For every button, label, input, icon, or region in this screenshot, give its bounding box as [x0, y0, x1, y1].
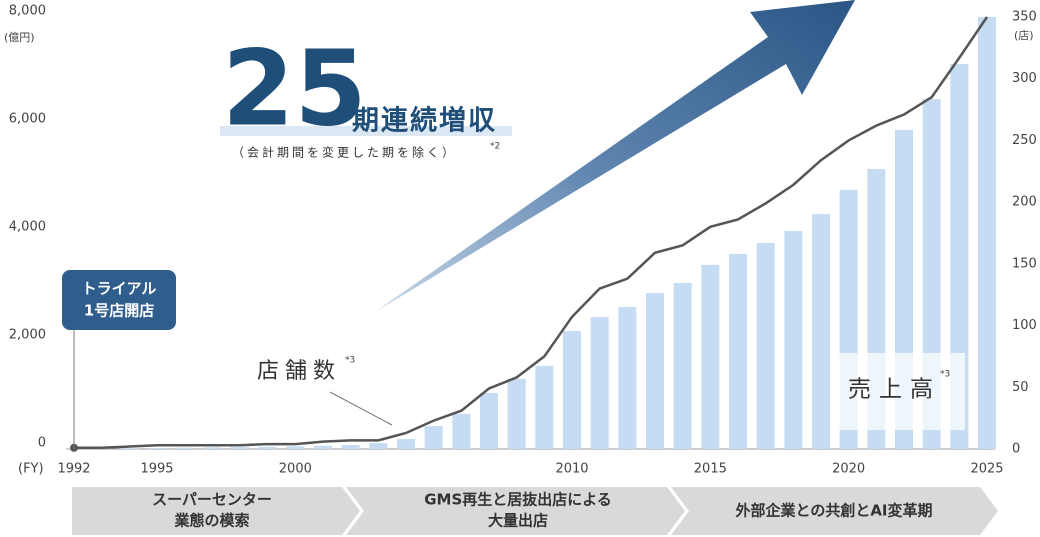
y2-tick-label: 100 — [1012, 318, 1037, 333]
growth-arrow — [375, 0, 855, 312]
stores-label-ref: *3 — [345, 356, 355, 366]
x-tick-label: 2010 — [555, 462, 588, 477]
headline-text: 期連続増収 — [352, 105, 497, 137]
y-unit: (億円) — [4, 31, 35, 44]
bar — [507, 378, 526, 449]
first-store-label: 1号店開店 — [84, 302, 154, 320]
sales-label-ref: *3 — [940, 370, 950, 380]
bar — [175, 447, 194, 449]
y-tick-label: 2,000 — [9, 328, 46, 343]
bar — [756, 242, 775, 449]
y-tick-label: 6,000 — [9, 112, 46, 127]
y-tick-label: 4,000 — [9, 220, 46, 235]
x-tick-label: 1992 — [57, 462, 90, 477]
bar — [978, 17, 996, 449]
first-store-box — [62, 270, 176, 330]
phase-chevron — [346, 487, 685, 535]
phase-label: 大量出店 — [488, 512, 548, 530]
bar — [286, 446, 305, 449]
y2-tick-label: 200 — [1012, 195, 1037, 210]
bar — [452, 413, 471, 449]
bar — [950, 63, 969, 449]
bar — [646, 292, 664, 449]
bar — [120, 448, 139, 449]
y2-tick-label: 150 — [1012, 256, 1037, 271]
x-tick-label: 2025 — [970, 462, 1003, 477]
plot: 0 2,000 4,000 6,000 8,000 0 50 100 150 200 250 300 3… — [9, 4, 1037, 477]
x-tick-label: 2015 — [694, 462, 727, 477]
bar — [480, 392, 498, 449]
x-tick-label: 1995 — [140, 462, 173, 477]
headline-band — [220, 126, 512, 136]
phase-label: 業態の模索 — [173, 512, 249, 530]
stores-label: 店舗数 — [257, 359, 341, 384]
bar — [424, 426, 443, 449]
bar — [673, 282, 692, 449]
store-line — [74, 16, 989, 450]
x-tick-label: 2020 — [832, 462, 865, 477]
bar — [203, 447, 222, 449]
phase-chevron — [72, 487, 360, 535]
y2-tick-label: 250 — [1012, 133, 1037, 148]
phase-chevron — [671, 487, 998, 535]
headline-note-ref: *2 — [490, 142, 500, 152]
bar — [618, 306, 637, 449]
bar — [314, 445, 332, 449]
bar — [563, 331, 581, 449]
headline-note: （会計期間を変更した期を除く） — [232, 145, 457, 160]
bar — [341, 444, 360, 449]
bar — [729, 254, 747, 449]
bar — [812, 214, 830, 449]
y2-tick-label: 50 — [1012, 380, 1029, 395]
bar — [535, 365, 554, 449]
headline-number: 25 — [222, 27, 367, 149]
bar — [258, 446, 277, 449]
y2-tick-label: 350 — [1012, 10, 1037, 25]
y-tick-label: 8,000 — [9, 4, 46, 19]
bar — [590, 316, 609, 449]
phase-label: GMS再生と居抜出店による — [424, 491, 612, 509]
phase-label: スーパーセンター — [152, 491, 272, 509]
bar — [231, 447, 249, 449]
first-store-label: トライアル — [82, 280, 157, 298]
bar — [784, 231, 803, 449]
stores-leader — [329, 391, 393, 426]
phase-label: 外部企業との共創とAI変革期 — [734, 502, 932, 520]
bar — [369, 443, 388, 449]
y-tick-label: 0 — [38, 436, 46, 451]
y2-tick-label: 300 — [1012, 71, 1037, 86]
bar — [397, 439, 415, 449]
sales-label: 売上高 — [848, 377, 941, 403]
sales-label-box — [832, 353, 965, 430]
y2-unit: (店) — [1014, 28, 1034, 42]
y2-tick-label: 0 — [1012, 442, 1020, 457]
bar — [701, 264, 720, 449]
x-tick-label: 2000 — [279, 462, 312, 477]
bar — [148, 447, 166, 449]
x-unit: (FY) — [18, 462, 44, 477]
